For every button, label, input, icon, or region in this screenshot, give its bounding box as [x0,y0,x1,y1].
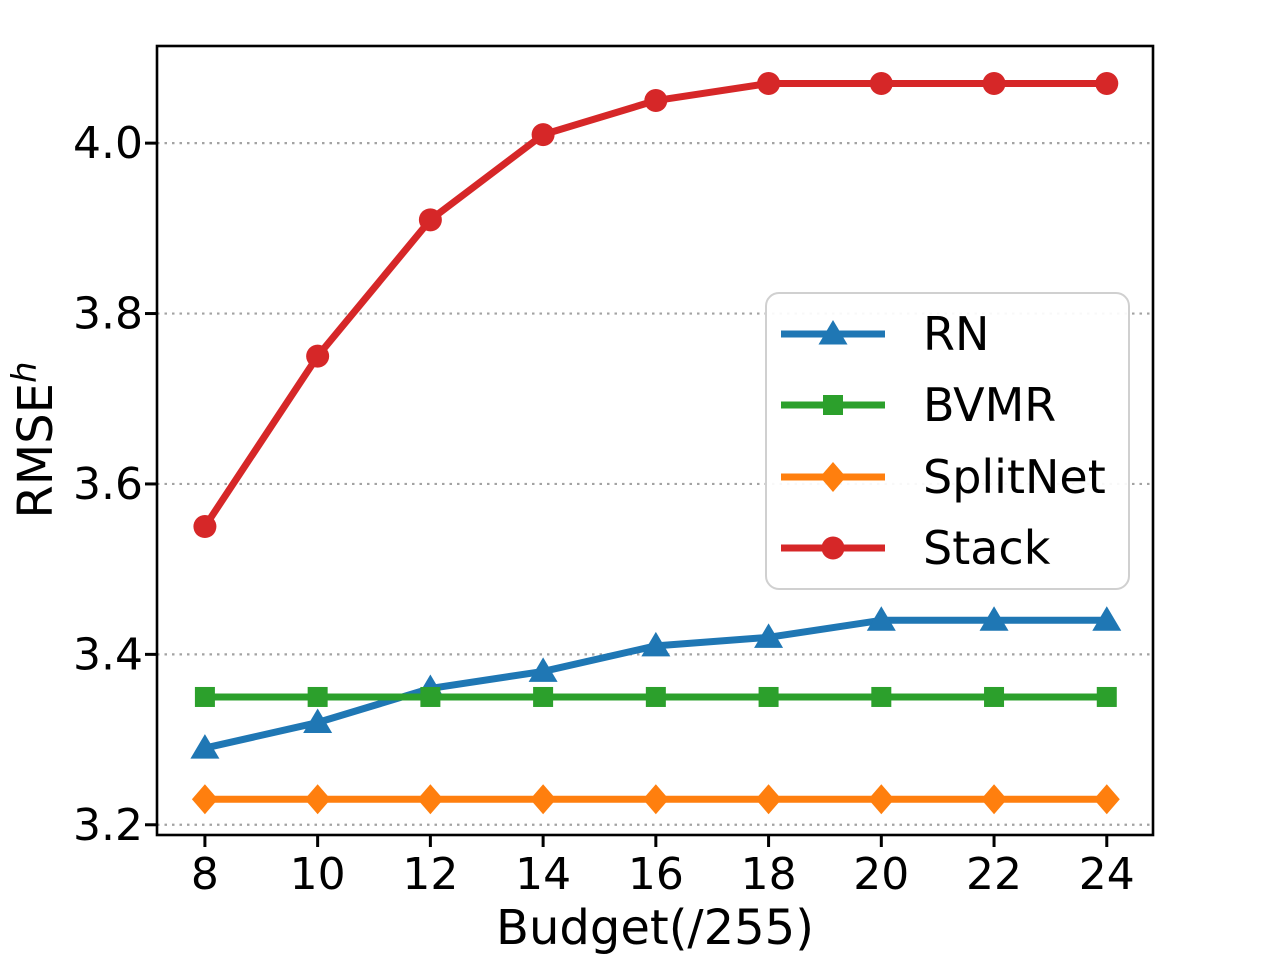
bvmr-line-marker-icon [781,395,885,416]
svg-text:14: 14 [515,849,571,900]
svg-text:12: 12 [402,849,458,900]
svg-text:3.6: 3.6 [73,459,143,510]
stack-line-marker-icon [781,536,885,560]
tick-labels: 8 10 12 14 16 18 20 22 24 3.2 3.4 3.6 3.8 4.0 [73,118,1135,900]
legend-item-rn: RN [777,299,1128,369]
y-axis-label-superscript: h [5,361,45,383]
legend-item-stack: Stack [777,513,1128,583]
svg-text:24: 24 [1079,849,1135,900]
x-axis-label: Budget(/255) [496,900,814,956]
gridlines [157,142,1153,826]
y-axis-label: RMSEh [5,361,64,518]
splitnet-line-marker-icon [781,461,885,492]
legend-label-bvmr: BVMR [923,378,1057,433]
svg-text:4.0: 4.0 [73,118,143,169]
legend-label-stack: Stack [923,520,1051,575]
legend-label-rn: RN [923,307,990,362]
svg-text:3.4: 3.4 [73,629,143,680]
svg-text:18: 18 [741,849,797,900]
svg-text:20: 20 [853,849,909,900]
legend-item-bvmr: BVMR [777,370,1128,440]
svg-text:3.2: 3.2 [73,800,143,851]
svg-text:22: 22 [966,849,1022,900]
legend-label-splitnet: SplitNet [923,449,1106,504]
svg-text:16: 16 [628,849,684,900]
y-axis-label-base: RMSE [8,383,64,519]
legend-item-splitnet: SplitNet [777,442,1128,512]
axes-spines-and-ticks [145,44,1155,847]
svg-text:3.8: 3.8 [73,289,143,340]
data-series-lines [190,71,1122,815]
svg-text:8: 8 [191,849,219,900]
rn-line-marker-icon [781,320,885,345]
legend: RN BVMR SplitNet Stack [765,292,1130,590]
svg-text:10: 10 [290,849,346,900]
